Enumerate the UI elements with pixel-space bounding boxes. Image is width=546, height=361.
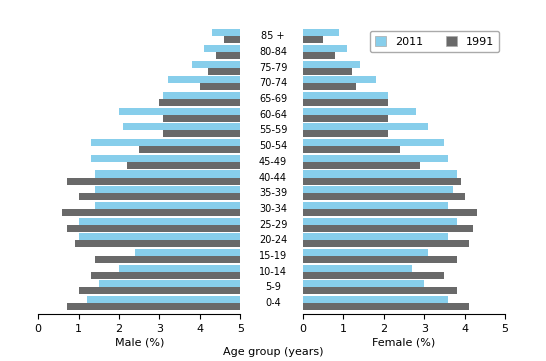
Bar xyxy=(159,99,240,106)
Bar xyxy=(303,76,376,83)
Text: 15-19: 15-19 xyxy=(259,251,287,261)
Bar xyxy=(139,146,240,153)
Bar xyxy=(204,45,240,52)
Bar xyxy=(303,249,428,256)
Text: 20-24: 20-24 xyxy=(259,235,287,245)
Bar xyxy=(303,178,461,184)
Bar xyxy=(224,36,240,43)
Bar xyxy=(163,115,240,122)
Bar xyxy=(163,92,240,99)
Bar xyxy=(79,193,240,200)
Bar xyxy=(212,29,240,36)
Text: 85 +: 85 + xyxy=(261,31,285,41)
Bar xyxy=(303,61,360,68)
X-axis label: Female (%): Female (%) xyxy=(372,338,436,348)
Text: 30-34: 30-34 xyxy=(259,204,287,214)
Bar xyxy=(79,218,240,225)
Bar xyxy=(303,170,456,178)
Bar xyxy=(303,265,412,272)
Bar xyxy=(95,256,240,263)
Text: 40-44: 40-44 xyxy=(259,173,287,183)
Bar xyxy=(303,29,340,36)
Bar xyxy=(163,130,240,138)
Text: 80-84: 80-84 xyxy=(259,47,287,57)
Bar xyxy=(91,272,240,279)
Bar xyxy=(303,193,465,200)
Bar xyxy=(303,240,468,247)
Bar xyxy=(67,178,240,184)
Bar xyxy=(303,99,388,106)
Bar xyxy=(208,68,240,75)
Text: 75-79: 75-79 xyxy=(259,63,287,73)
Text: 60-64: 60-64 xyxy=(259,110,287,120)
Bar xyxy=(303,130,388,138)
Bar xyxy=(95,170,240,178)
Bar xyxy=(99,280,240,287)
Bar xyxy=(123,123,240,130)
Bar xyxy=(135,249,240,256)
Bar xyxy=(75,240,240,247)
Bar xyxy=(303,256,456,263)
Bar xyxy=(200,83,240,90)
Bar xyxy=(303,162,420,169)
Bar xyxy=(303,296,448,303)
Bar xyxy=(91,139,240,146)
Bar xyxy=(87,296,240,303)
Bar xyxy=(303,218,456,225)
Text: 55-59: 55-59 xyxy=(259,125,287,135)
Bar xyxy=(119,108,240,115)
Text: Age group (years): Age group (years) xyxy=(223,347,323,357)
Bar xyxy=(79,287,240,295)
Bar xyxy=(95,186,240,193)
Bar xyxy=(303,202,448,209)
Text: 45-49: 45-49 xyxy=(259,157,287,167)
Bar xyxy=(303,123,428,130)
Text: 65-69: 65-69 xyxy=(259,94,287,104)
Bar xyxy=(303,209,477,216)
Bar xyxy=(67,225,240,232)
Bar xyxy=(303,287,456,295)
Bar xyxy=(303,272,444,279)
Bar xyxy=(303,146,400,153)
Bar xyxy=(303,280,424,287)
Bar xyxy=(79,233,240,240)
Bar xyxy=(303,155,448,162)
Bar xyxy=(303,36,323,43)
Bar xyxy=(192,61,240,68)
Bar xyxy=(303,108,416,115)
Bar xyxy=(91,155,240,162)
Bar xyxy=(303,233,448,240)
Text: 35-39: 35-39 xyxy=(259,188,287,198)
Bar xyxy=(303,115,388,122)
Bar xyxy=(303,83,355,90)
Bar xyxy=(62,209,240,216)
Text: 0-4: 0-4 xyxy=(265,298,281,308)
X-axis label: Male (%): Male (%) xyxy=(115,338,164,348)
Bar xyxy=(303,139,444,146)
Bar xyxy=(67,303,240,310)
Text: 70-74: 70-74 xyxy=(259,78,287,88)
Bar xyxy=(216,52,240,59)
Bar xyxy=(303,68,352,75)
Bar xyxy=(303,303,468,310)
Text: 10-14: 10-14 xyxy=(259,267,287,277)
Bar xyxy=(95,202,240,209)
Text: 25-29: 25-29 xyxy=(259,219,287,230)
Bar xyxy=(303,225,473,232)
Text: 5-9: 5-9 xyxy=(265,282,281,292)
Bar xyxy=(168,76,240,83)
Bar xyxy=(303,186,453,193)
Legend: 2011, 1991: 2011, 1991 xyxy=(370,31,500,52)
Bar xyxy=(303,45,347,52)
Bar xyxy=(303,52,335,59)
Bar xyxy=(119,265,240,272)
Bar xyxy=(127,162,240,169)
Text: 50-54: 50-54 xyxy=(259,141,287,151)
Bar xyxy=(303,92,388,99)
